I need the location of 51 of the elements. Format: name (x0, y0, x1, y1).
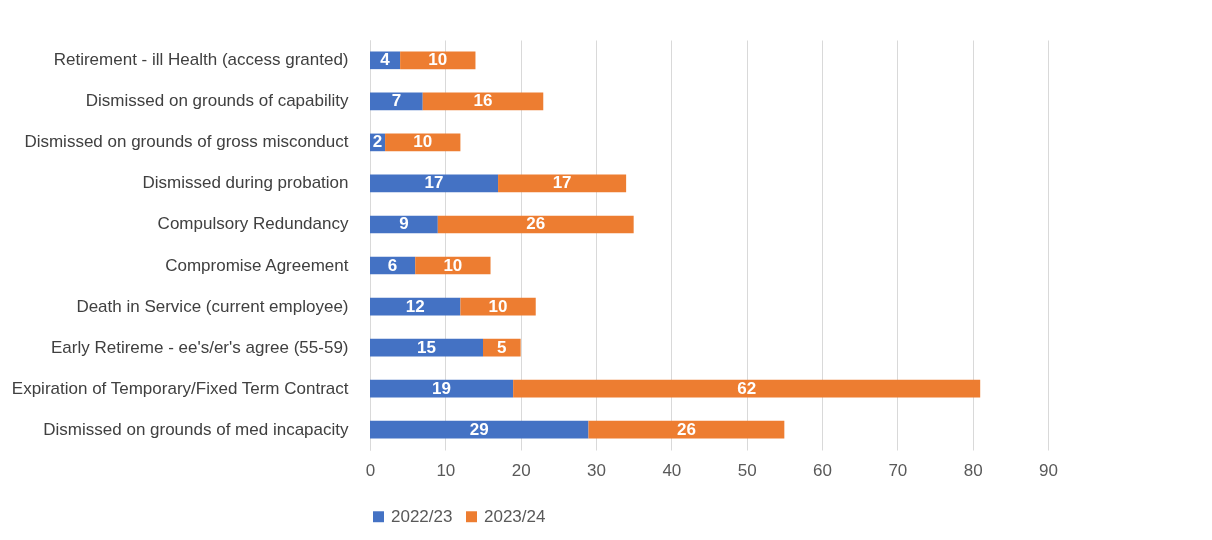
bar (370, 379, 514, 398)
legend-label: 2022/23 (391, 506, 453, 526)
data-label: 17 (552, 173, 572, 193)
y-tick-label: Expiration of Temporary/Fixed Term Contract (11, 378, 349, 398)
data-label: 62 (737, 378, 757, 398)
y-tick-label: Dismissed on grounds of capability (85, 91, 349, 111)
y-tick-label: Dismissed on grounds of med incapacity (43, 419, 349, 439)
data-label: 12 (405, 296, 425, 316)
data-label: 10 (428, 50, 448, 70)
data-label: 9 (399, 214, 409, 234)
data-label: 5 (497, 337, 507, 357)
data-label: 10 (443, 255, 463, 275)
x-tick-label: 40 (662, 460, 682, 480)
x-tick-label: 70 (888, 460, 908, 480)
data-label: 10 (413, 132, 433, 152)
y-tick-label: Death in Service (current employee) (76, 296, 349, 316)
y-tick-label: Dismissed during probation (142, 173, 349, 193)
bar (370, 420, 589, 439)
bar (498, 174, 627, 193)
legend-label: 2023/24 (484, 506, 546, 526)
x-tick-label: 20 (511, 460, 531, 480)
data-label: 17 (424, 173, 444, 193)
data-label: 4 (380, 50, 391, 70)
data-label: 15 (417, 337, 436, 357)
data-label: 29 (469, 419, 489, 439)
x-tick-label: 90 (1039, 460, 1058, 480)
y-tick-label: Compulsory Redundancy (157, 214, 349, 234)
bar (400, 51, 476, 70)
bar (370, 174, 499, 193)
bar (437, 215, 634, 234)
data-label: 6 (387, 255, 398, 275)
x-tick-label: 30 (587, 460, 606, 480)
data-label: 2 (372, 132, 383, 152)
bar (588, 420, 785, 439)
x-tick-label: 10 (436, 460, 456, 480)
x-tick-label: 50 (737, 460, 757, 480)
y-tick-label: Dismissed on grounds of gross misconduct (24, 132, 349, 152)
x-tick-label: 60 (813, 460, 832, 480)
data-label: 7 (391, 91, 402, 111)
bar (513, 379, 981, 398)
y-tick-label: Early Retireme - ee's/er's agree (55-59) (51, 337, 349, 357)
x-tick-label: 80 (963, 460, 983, 480)
x-tick-label: 0 (365, 460, 376, 480)
y-tick-label: Retirement - ill Health (access granted) (53, 50, 349, 70)
data-label: 16 (473, 91, 493, 111)
data-label: 26 (676, 419, 696, 439)
data-label: 19 (432, 378, 452, 398)
data-label: 10 (488, 296, 508, 316)
y-tick-label: Compromise Agreement (165, 255, 349, 275)
data-label: 26 (526, 214, 546, 234)
bar (370, 92, 423, 111)
